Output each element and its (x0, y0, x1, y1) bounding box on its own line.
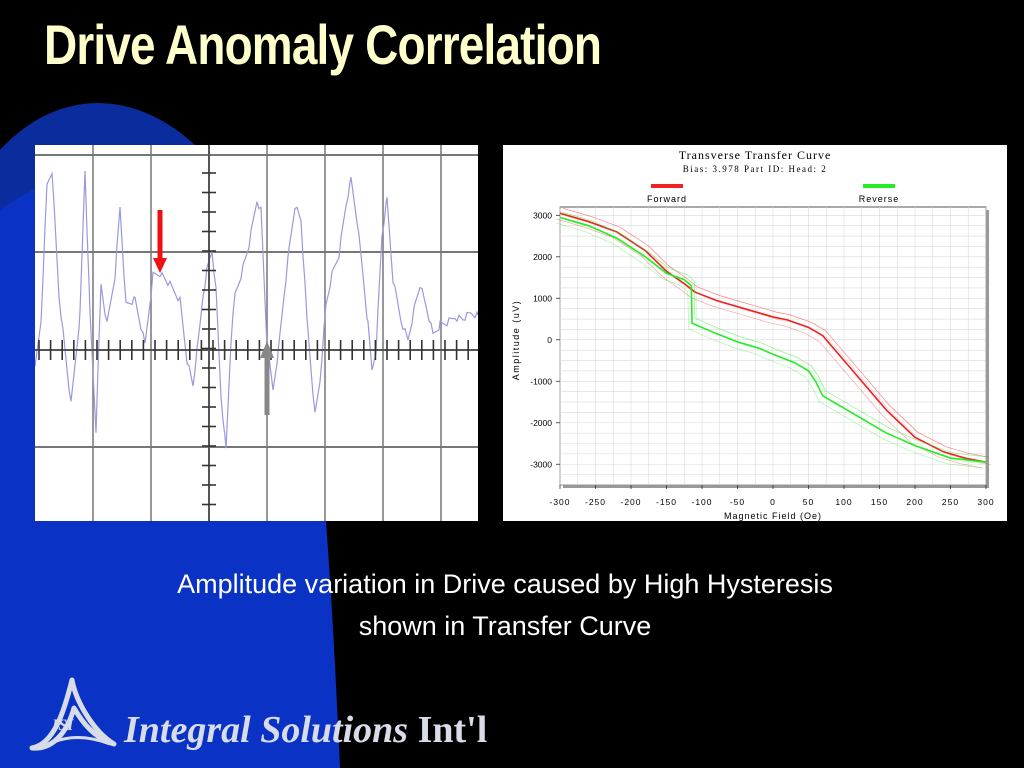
scope-trace (35, 170, 478, 449)
y-tick-label: 0 (547, 335, 552, 345)
series-line-forward-trace-3 (564, 215, 992, 465)
transfer-curve-plot: Transverse Transfer Curve Bias: 3.978 Pa… (511, 148, 994, 521)
series-line-reverse-trace-2 (556, 222, 983, 469)
x-tick-label: 200 (906, 497, 923, 507)
reference-arrow-shaft (264, 355, 270, 415)
series-line-forward-trace-1 (562, 207, 989, 458)
x-tick-label: 300 (977, 497, 994, 507)
x-tick-label: -300 (549, 497, 570, 507)
x-tick-label: 100 (835, 497, 852, 507)
x-tick-label: -150 (656, 497, 677, 507)
chart-series (556, 207, 992, 469)
anomaly-arrow-head-icon (153, 258, 167, 273)
slide-caption: Amplitude variation in Drive caused by H… (60, 563, 950, 647)
x-tick-label: -250 (585, 497, 606, 507)
y-tick-label: 2000 (533, 252, 552, 262)
caption-line-2: shown in Transfer Curve (358, 611, 652, 641)
y-tick-label: 1000 (533, 293, 552, 303)
isi-logo: ISI (29, 677, 117, 751)
chart-subtitle: Bias: 3.978 Part ID: Head: 2 (683, 164, 828, 174)
company-name: Integral Solutions Int'l (124, 708, 487, 752)
series-line-reverse-trace-3 (564, 219, 991, 465)
y-tick-label: 3000 (533, 210, 552, 220)
series-line-reverse-trace-1 (562, 212, 989, 458)
y-axis-label: Amplitude (uV) (511, 300, 521, 381)
company-name-suffix: Int'l (417, 709, 488, 751)
x-tick-label: 0 (770, 497, 776, 507)
x-tick-label: 50 (803, 497, 814, 507)
x-tick-label: 250 (942, 497, 959, 507)
legend-label-forward: Forward (647, 194, 687, 204)
series-line-forward-trace-2 (556, 218, 983, 469)
transfer-curve-chart: Transverse Transfer Curve Bias: 3.978 Pa… (503, 145, 1007, 521)
oscilloscope-trace-plot (35, 145, 478, 521)
y-tick-label: -3000 (530, 459, 552, 469)
logo-swoosh-icon (29, 677, 117, 751)
x-tick-label: -200 (620, 497, 641, 507)
y-tick-label: -1000 (530, 376, 552, 386)
x-tick-label: -50 (730, 497, 745, 507)
series-line-reverse (559, 216, 987, 463)
x-tick-label: -100 (691, 497, 712, 507)
chart-axes: -300 -250 -200 -150 -100 -50 0 50 100 150 200 250 30… (530, 210, 994, 507)
x-tick-label: 150 (871, 497, 888, 507)
series-line-forward (559, 212, 987, 463)
company-name-main: Integral Solutions (124, 709, 409, 751)
oscilloscope-panel (35, 145, 478, 521)
chart-grid (559, 206, 989, 488)
chart-legend: Forward Reverse (647, 184, 900, 204)
x-axis-label: Magnetic Field (Oe) (724, 511, 822, 521)
chart-title: Transverse Transfer Curve (679, 148, 832, 162)
slide-title: Drive Anomaly Correlation (44, 13, 602, 76)
caption-line-1: Amplitude variation in Drive caused by H… (177, 569, 833, 599)
reference-arrow-head-icon (260, 341, 274, 358)
anomaly-arrow-shaft (157, 210, 163, 262)
logo-text: ISI (51, 717, 74, 734)
legend-label-reverse: Reverse (859, 194, 900, 204)
y-tick-label: -2000 (530, 418, 552, 428)
